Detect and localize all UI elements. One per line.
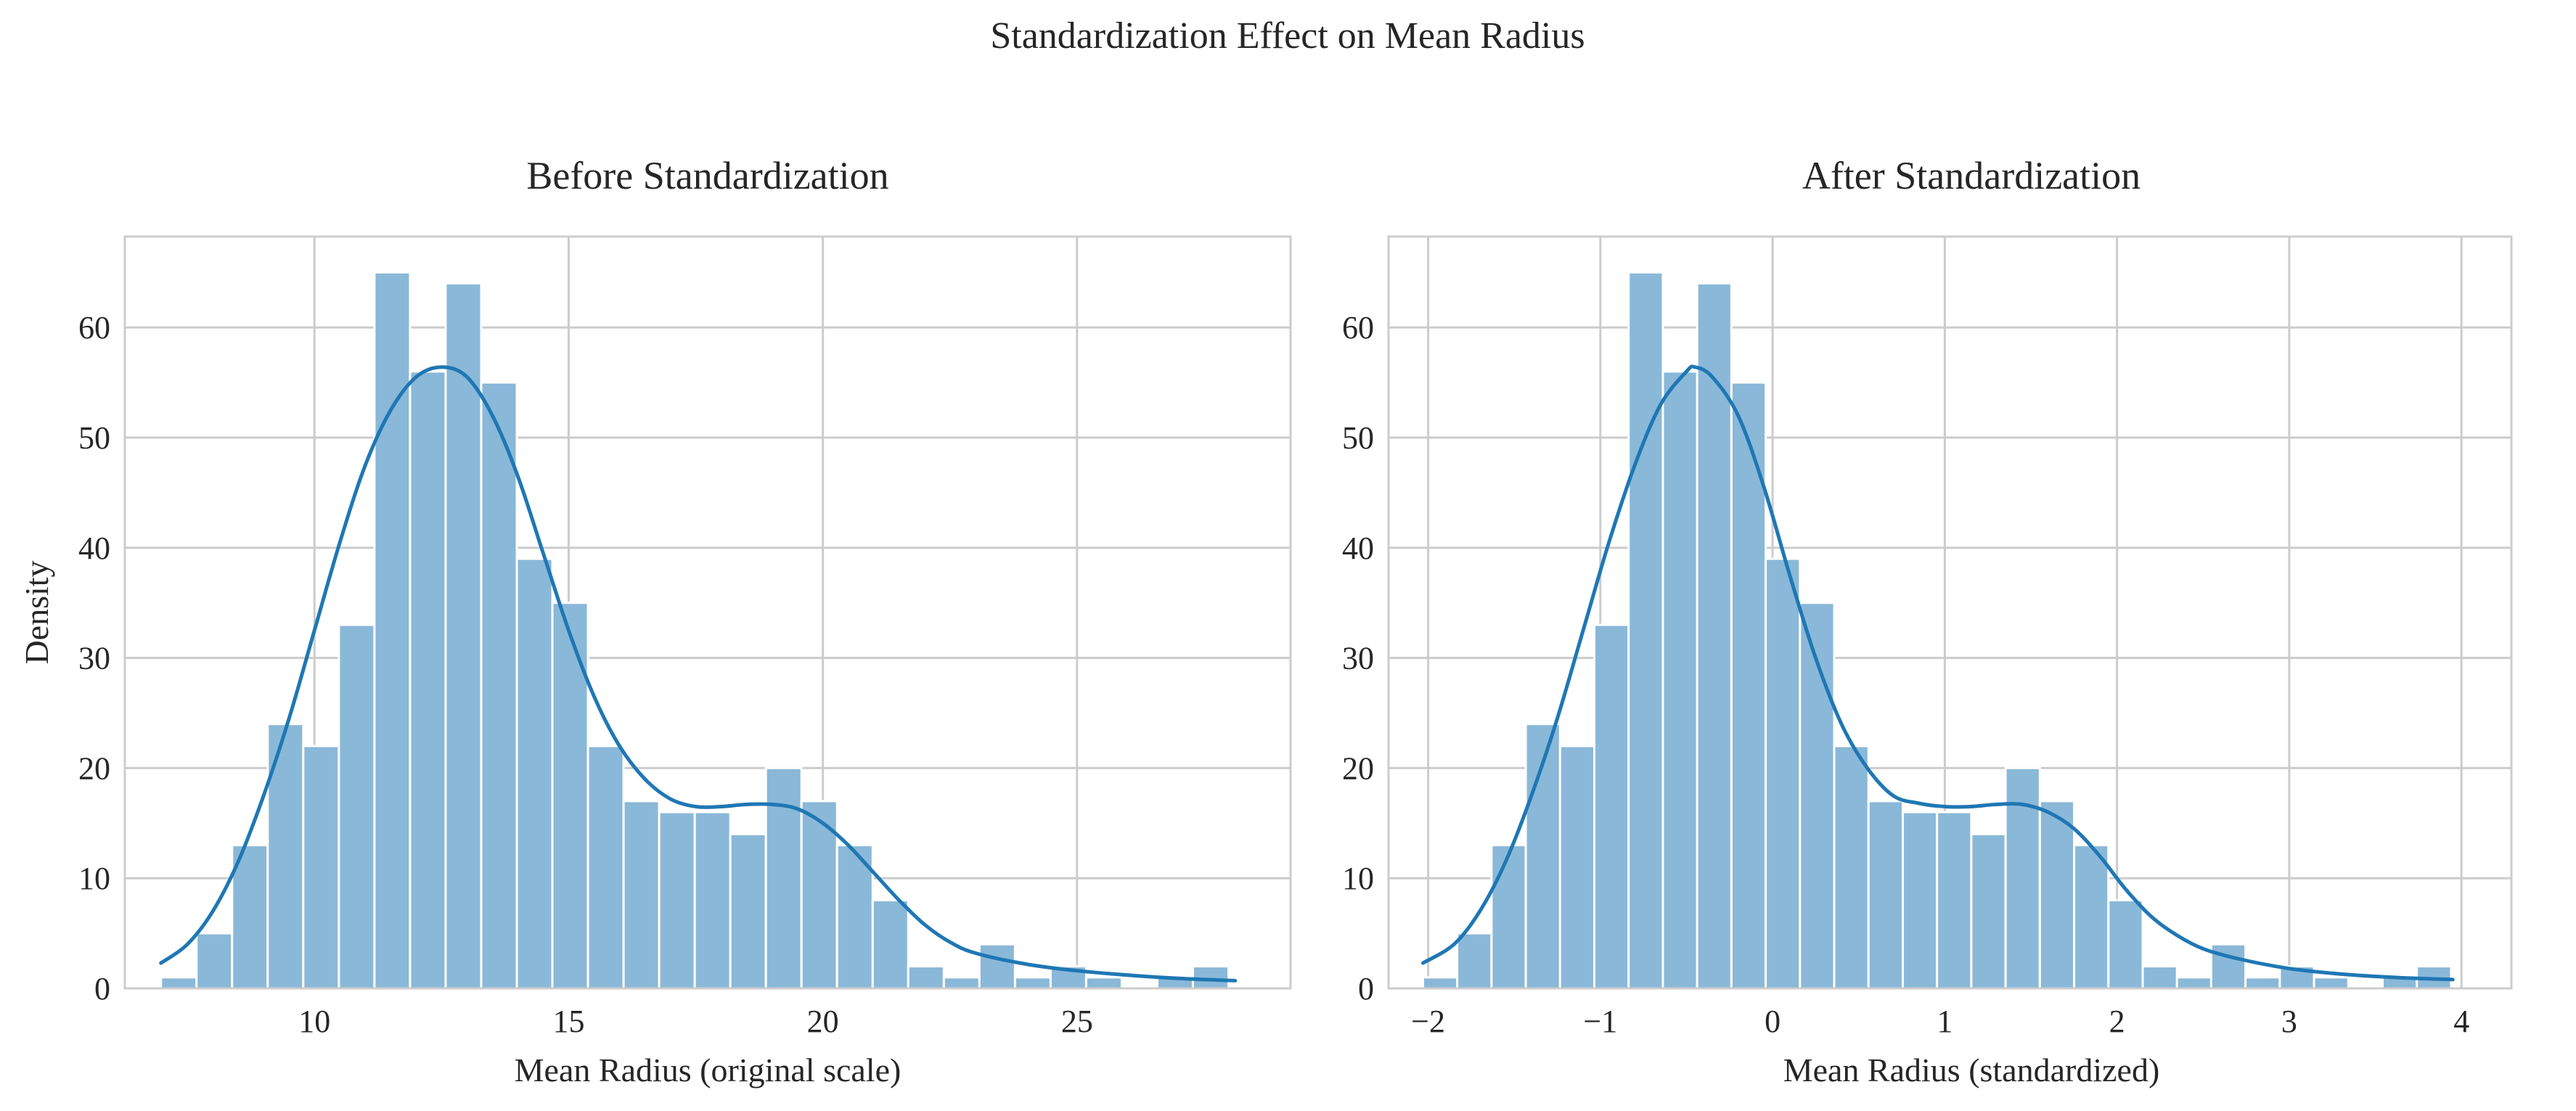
panel-before: 10 15 20 25 0 10 20 30 40 50 60 Before Standardiz… xyxy=(18,154,1292,1089)
panel-after-histogram-bar xyxy=(1627,271,1664,990)
panel-after-xtick-label: 1 xyxy=(1937,1004,1953,1039)
panel-after-histogram-bar xyxy=(1765,557,1802,990)
panel-after-kde-line xyxy=(1421,364,2455,982)
panel-before-ylabel: Density xyxy=(18,560,55,664)
panel-before-title: Before Standardization xyxy=(526,154,888,197)
panel-after-histogram-bar xyxy=(2175,976,2212,990)
panel-after-histogram-bar xyxy=(1558,745,1596,990)
panel-after-xlabel: Mean Radius (standardized) xyxy=(1783,1051,2160,1089)
panel-after-histogram-bar xyxy=(2038,800,2076,990)
panel-after-histogram-bar xyxy=(2209,943,2247,990)
panel-after-title: After Standardization xyxy=(1802,154,2140,197)
panel-after-histogram-bar xyxy=(2107,899,2144,990)
panel-after-histogram-bar xyxy=(1456,932,1493,990)
panel-before-histogram-bar xyxy=(409,370,447,990)
panel-after-ytick-label: 20 xyxy=(1342,750,1374,786)
panel-before-histogram-bar xyxy=(586,745,625,990)
panel-before-kde-line xyxy=(159,365,1238,983)
panel-before-xtick-label: 10 xyxy=(298,1004,330,1039)
panel-before-histogram-bar xyxy=(160,976,198,990)
panel-after-xtick-label: −2 xyxy=(1411,1004,1445,1039)
panel-before-histogram-bar xyxy=(978,943,1016,990)
panel-before-histogram-bar xyxy=(480,381,518,990)
panel-after-histogram-bar xyxy=(2141,965,2178,990)
panel-after-xtick-label: 2 xyxy=(2109,1004,2125,1039)
panel-after-histogram-bar xyxy=(1661,370,1698,990)
panel-after-histogram-bar xyxy=(1936,811,1973,990)
panel-before-ytick-label: 0 xyxy=(94,971,110,1007)
panel-before-ytick-label: 40 xyxy=(78,530,110,566)
panel-before-histogram-bar xyxy=(551,602,589,990)
panel-after-histogram-bar xyxy=(1901,811,1939,990)
panel-before-ytick-label: 50 xyxy=(78,420,110,456)
panel-before-histogram-bar xyxy=(1192,965,1230,990)
panel-after-xtick-label: −1 xyxy=(1583,1004,1617,1039)
panel-after: −2 −1 0 1 2 3 4 0 10 20 30 40 50 60 After Standardiz… xyxy=(1342,154,2513,1089)
panel-after-ytick-label: 30 xyxy=(1342,641,1374,676)
panel-after-histogram-bar xyxy=(1593,623,1630,990)
panel-after-histogram-bar xyxy=(1833,745,1870,990)
panel-before-histogram-bar xyxy=(195,932,234,990)
panel-before-histogram-bar xyxy=(871,899,909,990)
panel-before-histogram-bar xyxy=(1013,976,1052,990)
panel-before-histogram-bar xyxy=(373,271,412,990)
panel-before-histogram-bar xyxy=(302,745,340,990)
panel-before-histogram-bar xyxy=(693,811,732,990)
panel-after-xtick-label: 0 xyxy=(1765,1004,1780,1039)
panel-after-frame xyxy=(1387,235,2513,990)
panel-after-histogram-bar xyxy=(1421,976,1459,990)
panel-before-histogram-bar xyxy=(835,844,874,990)
panel-before-histogram-bar xyxy=(729,832,767,990)
panel-after-histogram-bar xyxy=(1696,282,1733,990)
figure-suptitle: Standardization Effect on Mean Radius xyxy=(990,15,1585,57)
panel-before-histogram-bar xyxy=(444,282,483,990)
panel-before-histogram-bar xyxy=(622,800,661,990)
panel-after-xtick-label: 4 xyxy=(2453,1004,2469,1039)
panel-after-histogram-bar xyxy=(1970,832,2007,990)
panel-before-xlabel: Mean Radius (original scale) xyxy=(515,1051,901,1089)
panel-before-histogram-bar xyxy=(658,811,696,990)
panel-after-bars xyxy=(1421,271,2453,990)
panel-after-ytick-label: 40 xyxy=(1342,530,1374,566)
panel-before-histogram-bar xyxy=(764,766,803,990)
panel-after-xtick-label: 3 xyxy=(2281,1004,2297,1039)
panel-before-histogram-bar xyxy=(515,557,554,990)
panel-before-histogram-bar xyxy=(907,965,945,990)
panel-before-ytick-label: 30 xyxy=(78,641,110,676)
panel-before-frame xyxy=(123,235,1292,990)
panel-before-xtick-label: 20 xyxy=(807,1004,839,1039)
panel-before-xticks: 10 15 20 25 xyxy=(298,1004,1093,1039)
panel-after-ytick-label: 60 xyxy=(1342,310,1374,345)
panel-before-histogram-bar xyxy=(942,976,981,990)
panel-before-xtick-label: 15 xyxy=(552,1004,584,1039)
panel-before-ytick-label: 20 xyxy=(78,750,110,786)
panel-after-histogram-bar xyxy=(2313,976,2350,990)
panel-after-yticks: 0 10 20 30 40 50 60 xyxy=(1342,310,1374,1007)
panel-before-ytick-label: 60 xyxy=(78,310,110,345)
panel-before-histogram-bar xyxy=(338,623,376,990)
panel-after-histogram-bar xyxy=(1867,800,1904,990)
panel-after-xticks: −2 −1 0 1 2 3 4 xyxy=(1411,1004,2469,1039)
panel-before-yticks: 0 10 20 30 40 50 60 xyxy=(78,310,110,1007)
panel-before-xtick-label: 25 xyxy=(1061,1004,1093,1039)
panel-after-histogram-bar xyxy=(1730,381,1767,990)
panel-after-ytick-label: 0 xyxy=(1358,971,1374,1007)
panel-after-ytick-label: 50 xyxy=(1342,420,1374,456)
panel-before-histogram-bar xyxy=(1084,976,1123,990)
panel-after-ytick-label: 10 xyxy=(1342,861,1374,896)
panel-after-histogram-bar xyxy=(1490,844,1527,990)
panel-before-ytick-label: 10 xyxy=(78,861,110,896)
panel-after-histogram-bar xyxy=(2004,766,2041,990)
panel-after-histogram-bar xyxy=(2244,976,2281,990)
panel-after-histogram-bar xyxy=(2073,844,2110,990)
